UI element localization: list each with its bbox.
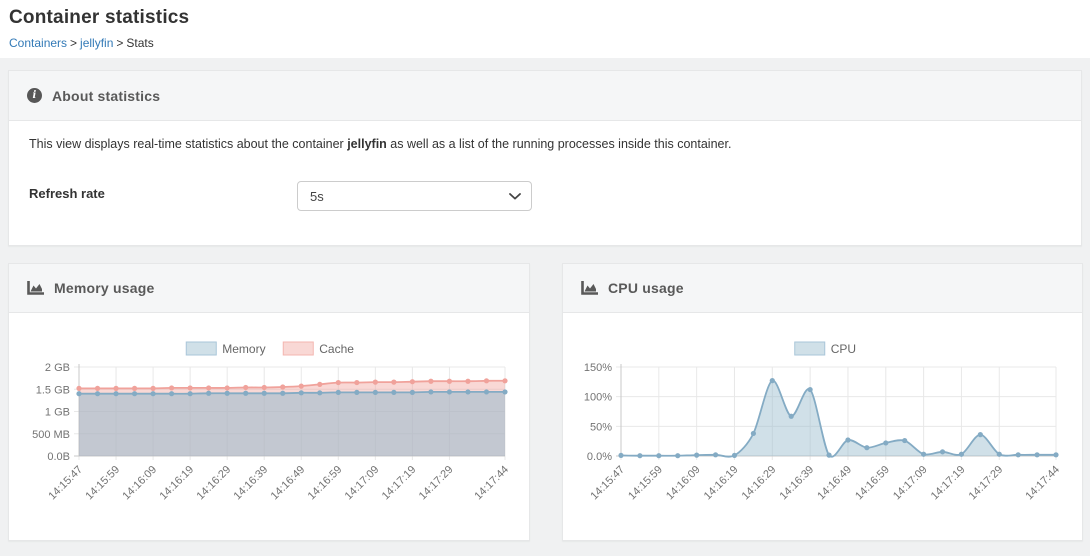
svg-text:500 MB: 500 MB [32, 429, 70, 441]
svg-text:Memory: Memory [222, 342, 265, 356]
breadcrumb: Containers > jellyfin > Stats [9, 36, 1090, 50]
cpu-chart-body: 150% 100% 50% 0.0% 14:15:47 14:15:59 14:16:09 1… [563, 313, 1082, 541]
svg-text:14:15:59: 14:15:59 [83, 464, 122, 503]
svg-text:14:16:09: 14:16:09 [120, 464, 159, 503]
chart-area-icon [27, 281, 44, 295]
stats-description: This view displays real-time statistics … [29, 137, 732, 151]
chart-area-icon [581, 281, 598, 295]
content-area: i About statistics This view displays re… [0, 58, 1090, 556]
svg-text:14:15:47: 14:15:47 [46, 464, 85, 503]
svg-text:14:17:09: 14:17:09 [891, 464, 930, 503]
memory-usage-widget: Memory usage 2 GB 1.5 GB 1 GB 500 MB 0.0B 14:… [8, 263, 530, 541]
svg-text:100%: 100% [584, 392, 612, 404]
refresh-rate-select-wrap: 5s [297, 181, 532, 211]
about-widget-title: About statistics [52, 87, 161, 104]
svg-text:Cache: Cache [319, 342, 354, 356]
svg-text:14:16:49: 14:16:49 [269, 464, 308, 503]
memory-chart-body: 2 GB 1.5 GB 1 GB 500 MB 0.0B 14:15:47 14:15:59… [9, 313, 529, 541]
breadcrumb-separator: > [116, 36, 124, 50]
svg-text:150%: 150% [584, 362, 612, 374]
svg-text:14:17:09: 14:17:09 [343, 464, 382, 503]
svg-text:14:16:49: 14:16:49 [815, 464, 854, 503]
about-widget-body: This view displays real-time statistics … [9, 121, 1081, 245]
svg-text:14:17:44: 14:17:44 [1023, 464, 1062, 503]
cpu-widget-title: CPU usage [608, 280, 684, 296]
breadcrumb-link-containers[interactable]: Containers [9, 36, 68, 50]
cpu-usage-widget: CPU usage 150% 100% 50% 0.0% 14:15:47 14:15:5… [562, 263, 1083, 541]
page-header: Container statistics Containers > jellyfin… [0, 0, 1090, 58]
svg-text:14:17:19: 14:17:19 [929, 464, 968, 503]
info-circle-icon: i [27, 88, 42, 103]
svg-text:2 GB: 2 GB [45, 362, 70, 374]
svg-text:0.0B: 0.0B [47, 451, 70, 463]
about-statistics-widget: i About statistics This view displays re… [8, 70, 1082, 246]
svg-text:0.0%: 0.0% [587, 451, 612, 463]
svg-text:14:16:29: 14:16:29 [195, 464, 234, 503]
svg-text:14:15:47: 14:15:47 [588, 464, 627, 503]
svg-text:CPU: CPU [831, 342, 856, 356]
about-widget-header: i About statistics [9, 71, 1081, 121]
svg-text:14:17:29: 14:17:29 [417, 464, 456, 503]
svg-text:14:16:19: 14:16:19 [157, 464, 196, 503]
svg-text:50%: 50% [590, 421, 612, 433]
memory-widget-header: Memory usage [9, 264, 529, 313]
svg-text:14:16:19: 14:16:19 [702, 464, 741, 503]
svg-text:14:16:39: 14:16:39 [232, 464, 271, 503]
svg-text:14:15:59: 14:15:59 [626, 464, 665, 503]
svg-text:1.5 GB: 1.5 GB [36, 384, 70, 396]
refresh-rate-label: Refresh rate [29, 186, 105, 201]
svg-text:14:17:44: 14:17:44 [472, 464, 511, 503]
cpu-usage-chart: 150%100%50%0.0%14:15:47 14:15:59 14:16:09 1… [584, 341, 1062, 503]
svg-text:14:17:19: 14:17:19 [380, 464, 419, 503]
svg-text:1 GB: 1 GB [45, 407, 70, 419]
breadcrumb-item-stats: Stats [126, 36, 154, 50]
svg-text:14:16:59: 14:16:59 [853, 464, 892, 503]
svg-text:14:16:59: 14:16:59 [306, 464, 345, 503]
breadcrumb-separator: > [70, 36, 78, 50]
page-title: Container statistics [9, 7, 190, 28]
memory-widget-title: Memory usage [54, 280, 155, 296]
cpu-widget-header: CPU usage [563, 264, 1082, 313]
svg-text:14:17:29: 14:17:29 [967, 464, 1006, 503]
svg-text:14:16:39: 14:16:39 [777, 464, 816, 503]
memory-usage-chart: 2 GB 1.5 GB 1 GB 500 MB 0.0B14:15:4714:15:59… [32, 341, 511, 503]
svg-text:14:16:09: 14:16:09 [664, 464, 703, 503]
refresh-rate-select[interactable]: 5s [297, 181, 532, 211]
breadcrumb-link-jellyfin[interactable]: jellyfin [80, 36, 114, 50]
svg-text:14:16:29: 14:16:29 [740, 464, 779, 503]
